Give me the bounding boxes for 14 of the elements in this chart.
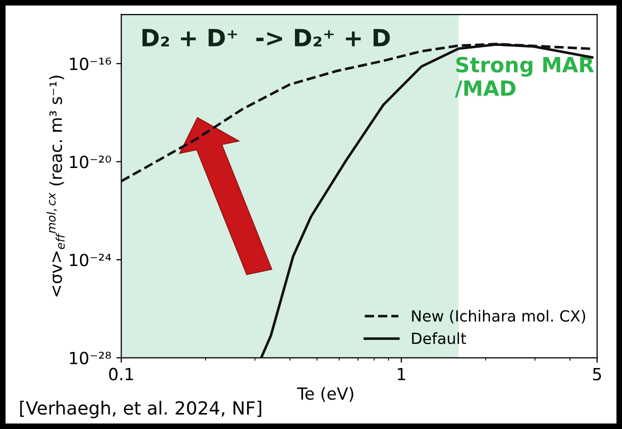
annotation: D₂ + D⁺ -> D₂⁺ + D: [142, 29, 390, 46]
x-tick-label: 5: [593, 368, 601, 380]
y-tick-label: 10⁻¹⁶: [70, 58, 112, 70]
x-tick-label: 1: [398, 368, 406, 380]
legend-label: Default: [412, 332, 466, 344]
legend-label: New (Ichihara mol. CX): [412, 310, 586, 324]
text: [Verhaegh, et al. 2024, NF]: [20, 400, 262, 418]
y-tick-label: 10⁻²⁸: [70, 352, 111, 364]
x-axis-title: Te (eV): [297, 386, 354, 402]
y-axis-title: <σv>$_{eff}$$^{mol,cx}$ (reac. m³ s⁻¹): [46, 76, 65, 296]
y-tick-label: 10⁻²⁴: [70, 254, 112, 266]
y-tick-label: 10⁻²⁰: [70, 156, 111, 168]
band-label: Strong MAR /MAD: [454, 56, 594, 98]
x-tick-label: 0.1: [109, 368, 134, 380]
